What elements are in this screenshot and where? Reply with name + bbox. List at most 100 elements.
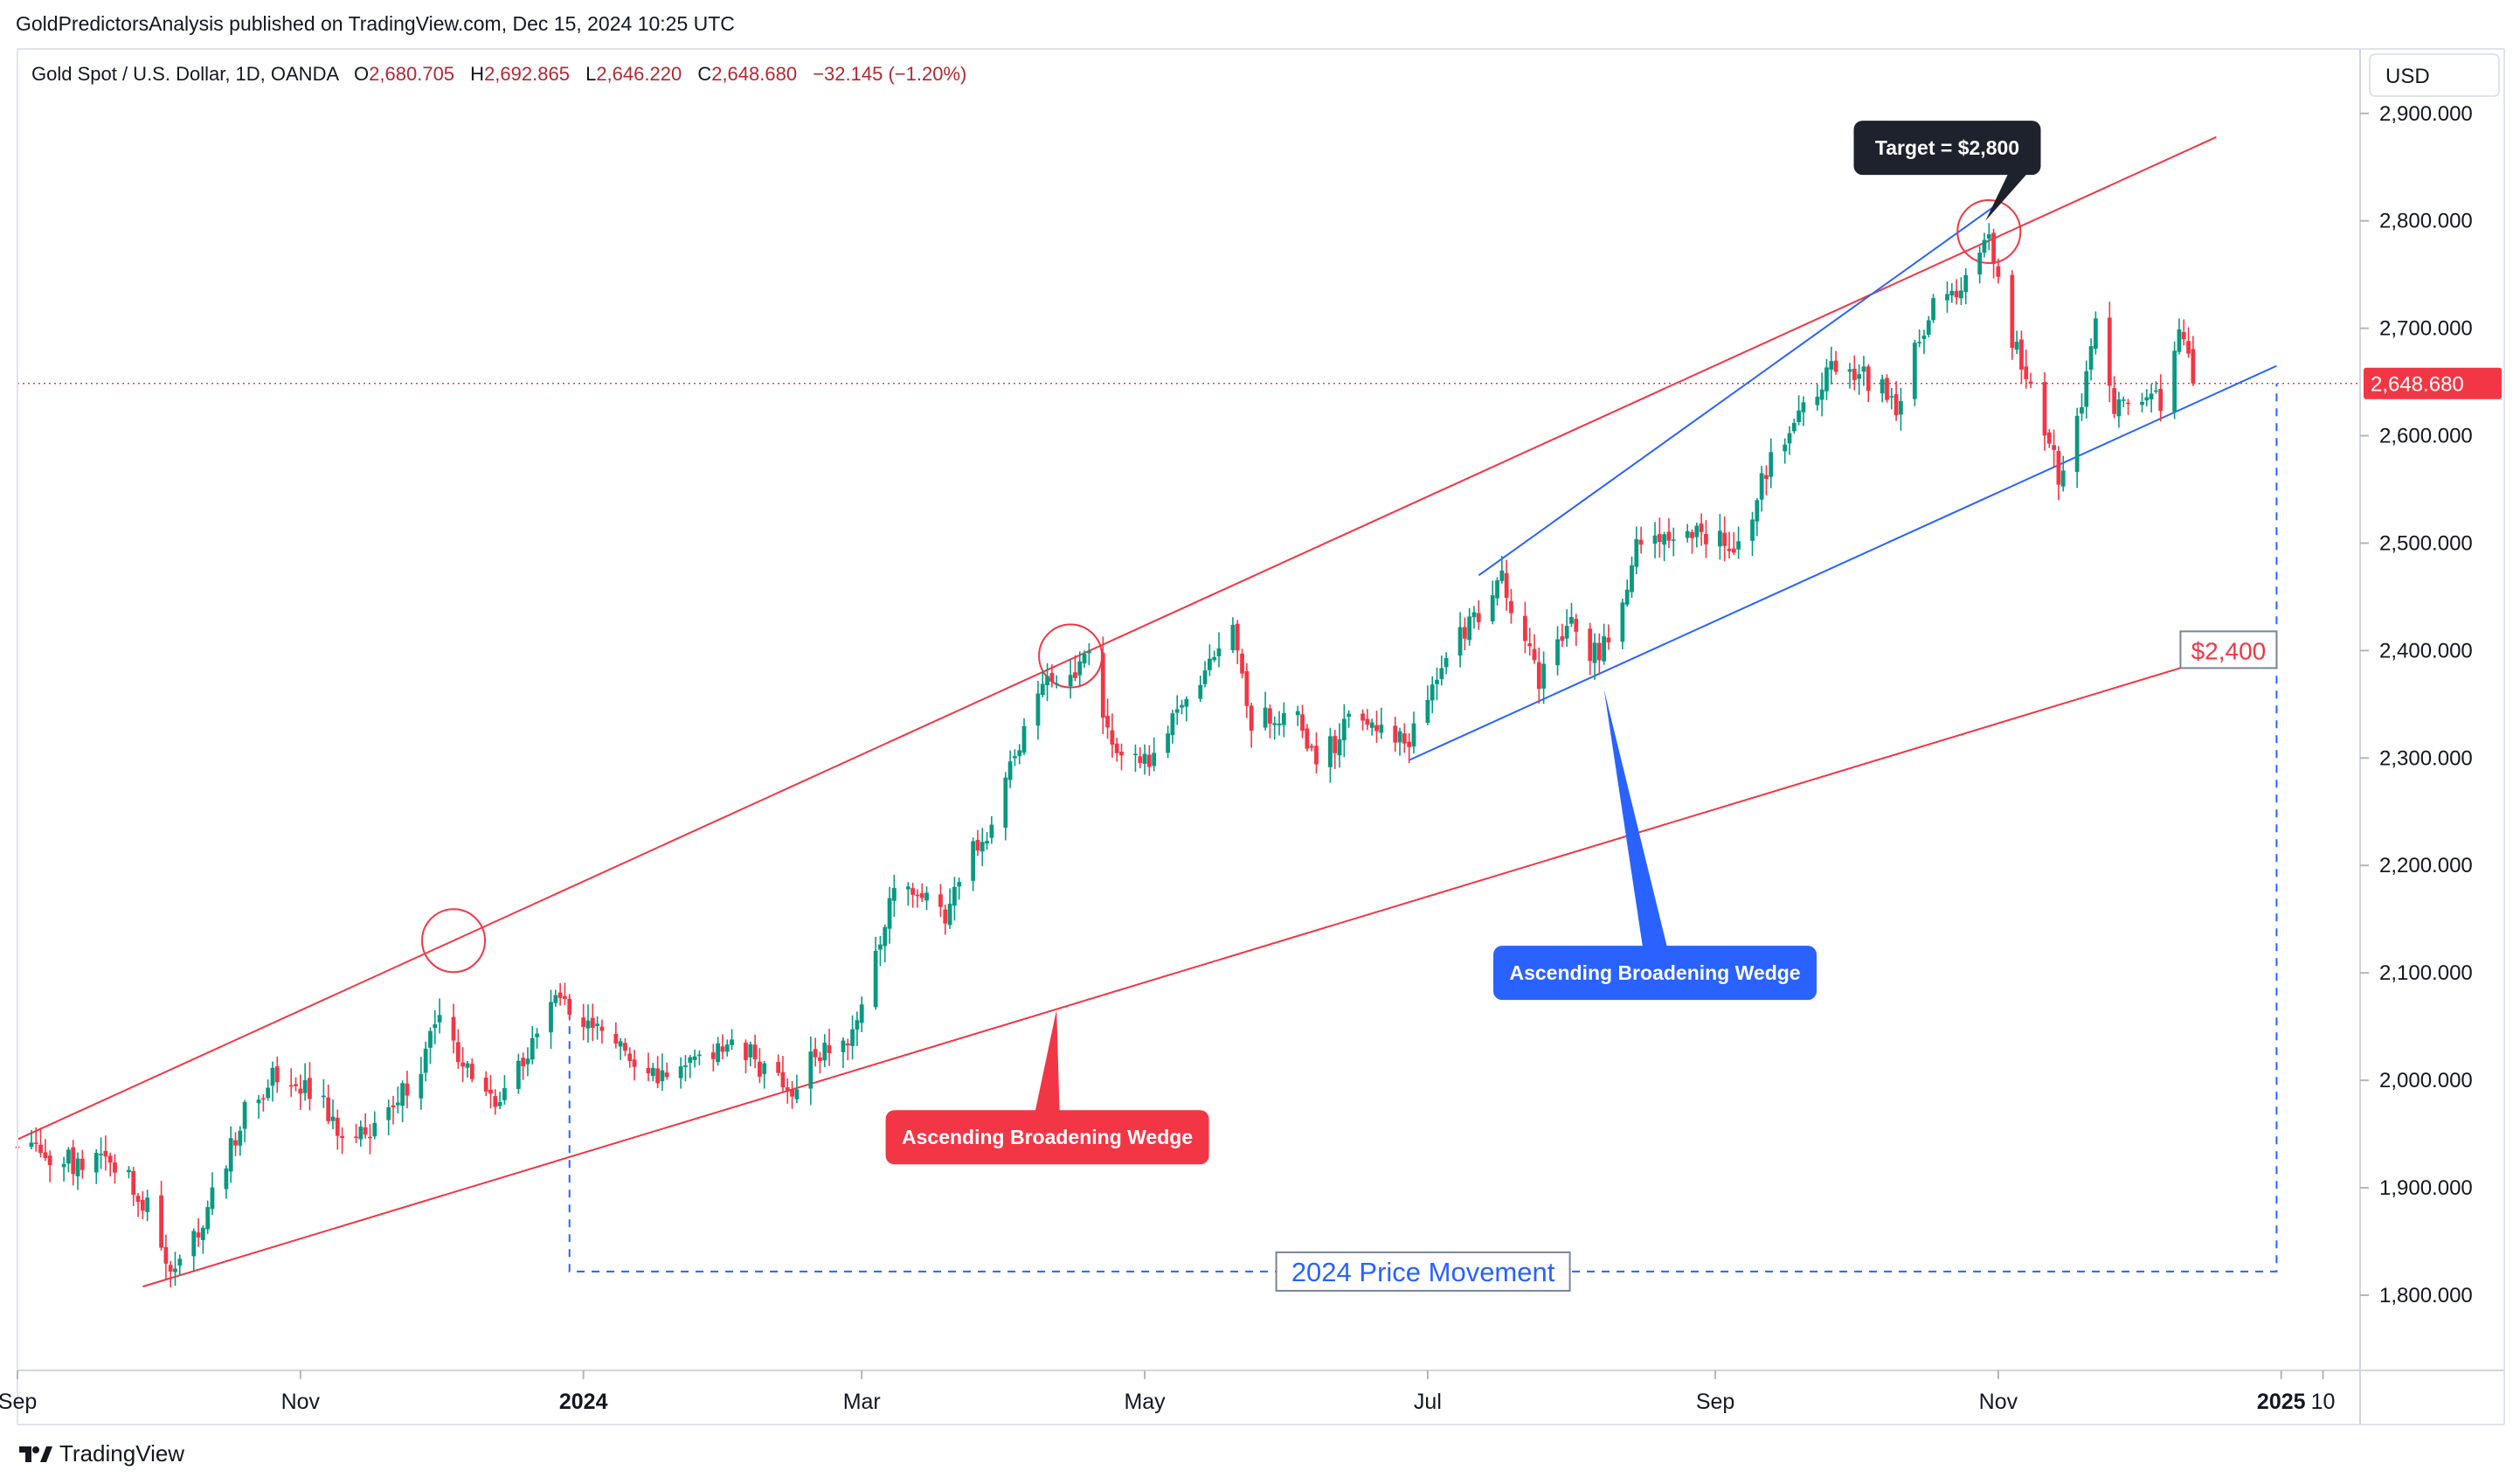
candle-body (1893, 394, 1899, 416)
y-tick-label: 2,600.000 (2379, 425, 2473, 448)
candle-body (1166, 733, 1170, 753)
outer-wedge-upper-line (17, 135, 2217, 1141)
y-tick-label: 2,300.000 (2379, 746, 2473, 770)
candle-body (210, 1187, 215, 1210)
candle-body (205, 1207, 211, 1230)
candle-body (1142, 753, 1147, 765)
candle-body (266, 1087, 271, 1099)
tradingview-logo-icon (19, 1446, 52, 1462)
candle-body (1040, 683, 1045, 696)
plot-area-background (17, 49, 2360, 1370)
candle-body (1425, 699, 1430, 723)
tradingview-logo[interactable]: TradingView (17, 1440, 184, 1467)
candle-body (1755, 500, 1760, 522)
candle-body (595, 1023, 600, 1026)
x-tick-label: 10 (2311, 1390, 2336, 1414)
x-tick-label: 2025 (2257, 1390, 2306, 1414)
legend-symbol: Gold Spot / U.S. Dollar, 1D, OANDA (31, 63, 339, 85)
candle-body (924, 892, 929, 901)
candle-body (1133, 753, 1138, 756)
candle-body (1003, 777, 1008, 829)
candle-body (493, 1096, 498, 1107)
candle-body (905, 886, 910, 890)
candle-body (2140, 401, 2144, 406)
candle-body (980, 842, 985, 852)
candle-body (497, 1101, 502, 1106)
candle-body (1592, 642, 1597, 663)
candle-body (730, 1039, 734, 1045)
candle-body (145, 1197, 150, 1212)
candle-body (1694, 525, 1700, 537)
candle-body (1991, 232, 1996, 265)
candle-body (1652, 535, 1658, 544)
candle-body (386, 1106, 391, 1120)
candle-body (1082, 654, 1087, 664)
candle-body (372, 1122, 377, 1137)
candle-body (780, 1071, 786, 1088)
candle-body (2112, 388, 2117, 414)
currency-button[interactable]: USD (2369, 53, 2500, 97)
legend-high-value: 2,692.865 (484, 63, 570, 85)
candle-body (818, 1057, 822, 1062)
candle-body (2074, 415, 2080, 472)
level-label-box (2179, 630, 2278, 669)
candle-body (2181, 331, 2186, 340)
candle-body (1532, 648, 1537, 661)
candle-body (308, 1078, 312, 1099)
candle-body (224, 1168, 229, 1189)
candle-body (557, 992, 563, 998)
x-tick-label: Nov (281, 1390, 321, 1414)
y-tick-label: 1,900.000 (2379, 1176, 2473, 1200)
range-label-box (1275, 1251, 1571, 1292)
candle-body (326, 1097, 331, 1121)
candle-body (1198, 684, 1203, 699)
tradingview-logo-text: TradingView (59, 1440, 185, 1467)
candle-body (358, 1127, 363, 1140)
candle-body (43, 1152, 48, 1159)
target-callout-box (1853, 121, 2041, 176)
publisher-line: GoldPredictorsAnalysis published on Trad… (16, 12, 735, 35)
candle-body (585, 1020, 591, 1029)
candle-body (1889, 396, 1894, 398)
legend-close-value: 2,648.680 (711, 63, 797, 85)
candle-body (1685, 530, 1690, 538)
candle-body (1564, 626, 1569, 639)
candle-body (1402, 733, 1407, 744)
candle-body (288, 1085, 294, 1087)
candle-body (1986, 234, 1991, 239)
candle-body (2024, 366, 2029, 379)
candle-body (196, 1232, 201, 1238)
range-label: 2024 Price Movement (1291, 1257, 1555, 1287)
candle-body (1268, 708, 1272, 724)
candle-body (238, 1130, 243, 1146)
candle-body (1596, 642, 1602, 661)
candle-body (1045, 676, 1049, 686)
candle-body (1013, 756, 1017, 759)
candle-body (1833, 360, 1838, 372)
candle-body (1295, 711, 1300, 716)
top-circle-oct-2024 (1956, 198, 2022, 264)
candle-body (2056, 451, 2061, 485)
candle-body (1996, 266, 2001, 277)
candle-body (1411, 723, 1416, 747)
candle-body (1717, 530, 1722, 547)
candle-body (66, 1149, 71, 1164)
x-tick-label: Sep (1696, 1390, 1734, 1414)
candle-body (1620, 602, 1625, 642)
candle-body (2149, 393, 2154, 399)
y-tick-label: 2,900.000 (2379, 102, 2473, 126)
legend-high-label: H (470, 63, 484, 85)
candle-body (952, 886, 957, 906)
candle-body (1105, 715, 1110, 728)
candle-body (1704, 533, 1708, 544)
candle-body (627, 1053, 633, 1061)
candle-body (1866, 366, 1871, 392)
candle-body (1263, 707, 1268, 728)
candle-body (1727, 548, 1732, 551)
candle-body (752, 1044, 758, 1060)
candle-body (1852, 368, 1857, 380)
candle-body (1736, 541, 1741, 550)
candle-body (2060, 470, 2066, 487)
candle-body (2014, 342, 2019, 350)
